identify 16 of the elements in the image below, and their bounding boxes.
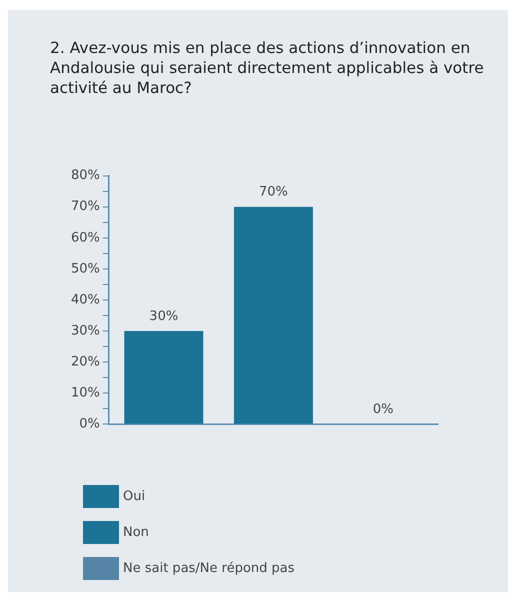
chart-title: 2. Avez-vous mis en place des actions d’innovation en Andalousie qui seraient directement applicables à votre activité au Maroc?	[50, 38, 485, 98]
y-tick-label: 10%	[70, 386, 100, 401]
data-label: 0%	[372, 402, 394, 418]
y-tick-label: 20%	[70, 354, 100, 370]
y-tick-label: 80%	[70, 168, 100, 184]
legend-label: Oui	[123, 489, 146, 504]
y-tick-label: 70%	[70, 199, 100, 214]
data-label: 70%	[258, 184, 288, 200]
y-tick-label: 30%	[70, 323, 100, 338]
legend-label: Non	[123, 525, 149, 540]
y-tick-label: 60%	[70, 230, 100, 246]
y-tick-label: 0%	[79, 416, 100, 432]
y-tick-label: 40%	[70, 292, 100, 308]
y-tick-label: 50%	[70, 261, 100, 276]
data-label: 30%	[149, 308, 178, 324]
legend-label: Ne sait pas/Ne répond pas	[123, 561, 295, 576]
